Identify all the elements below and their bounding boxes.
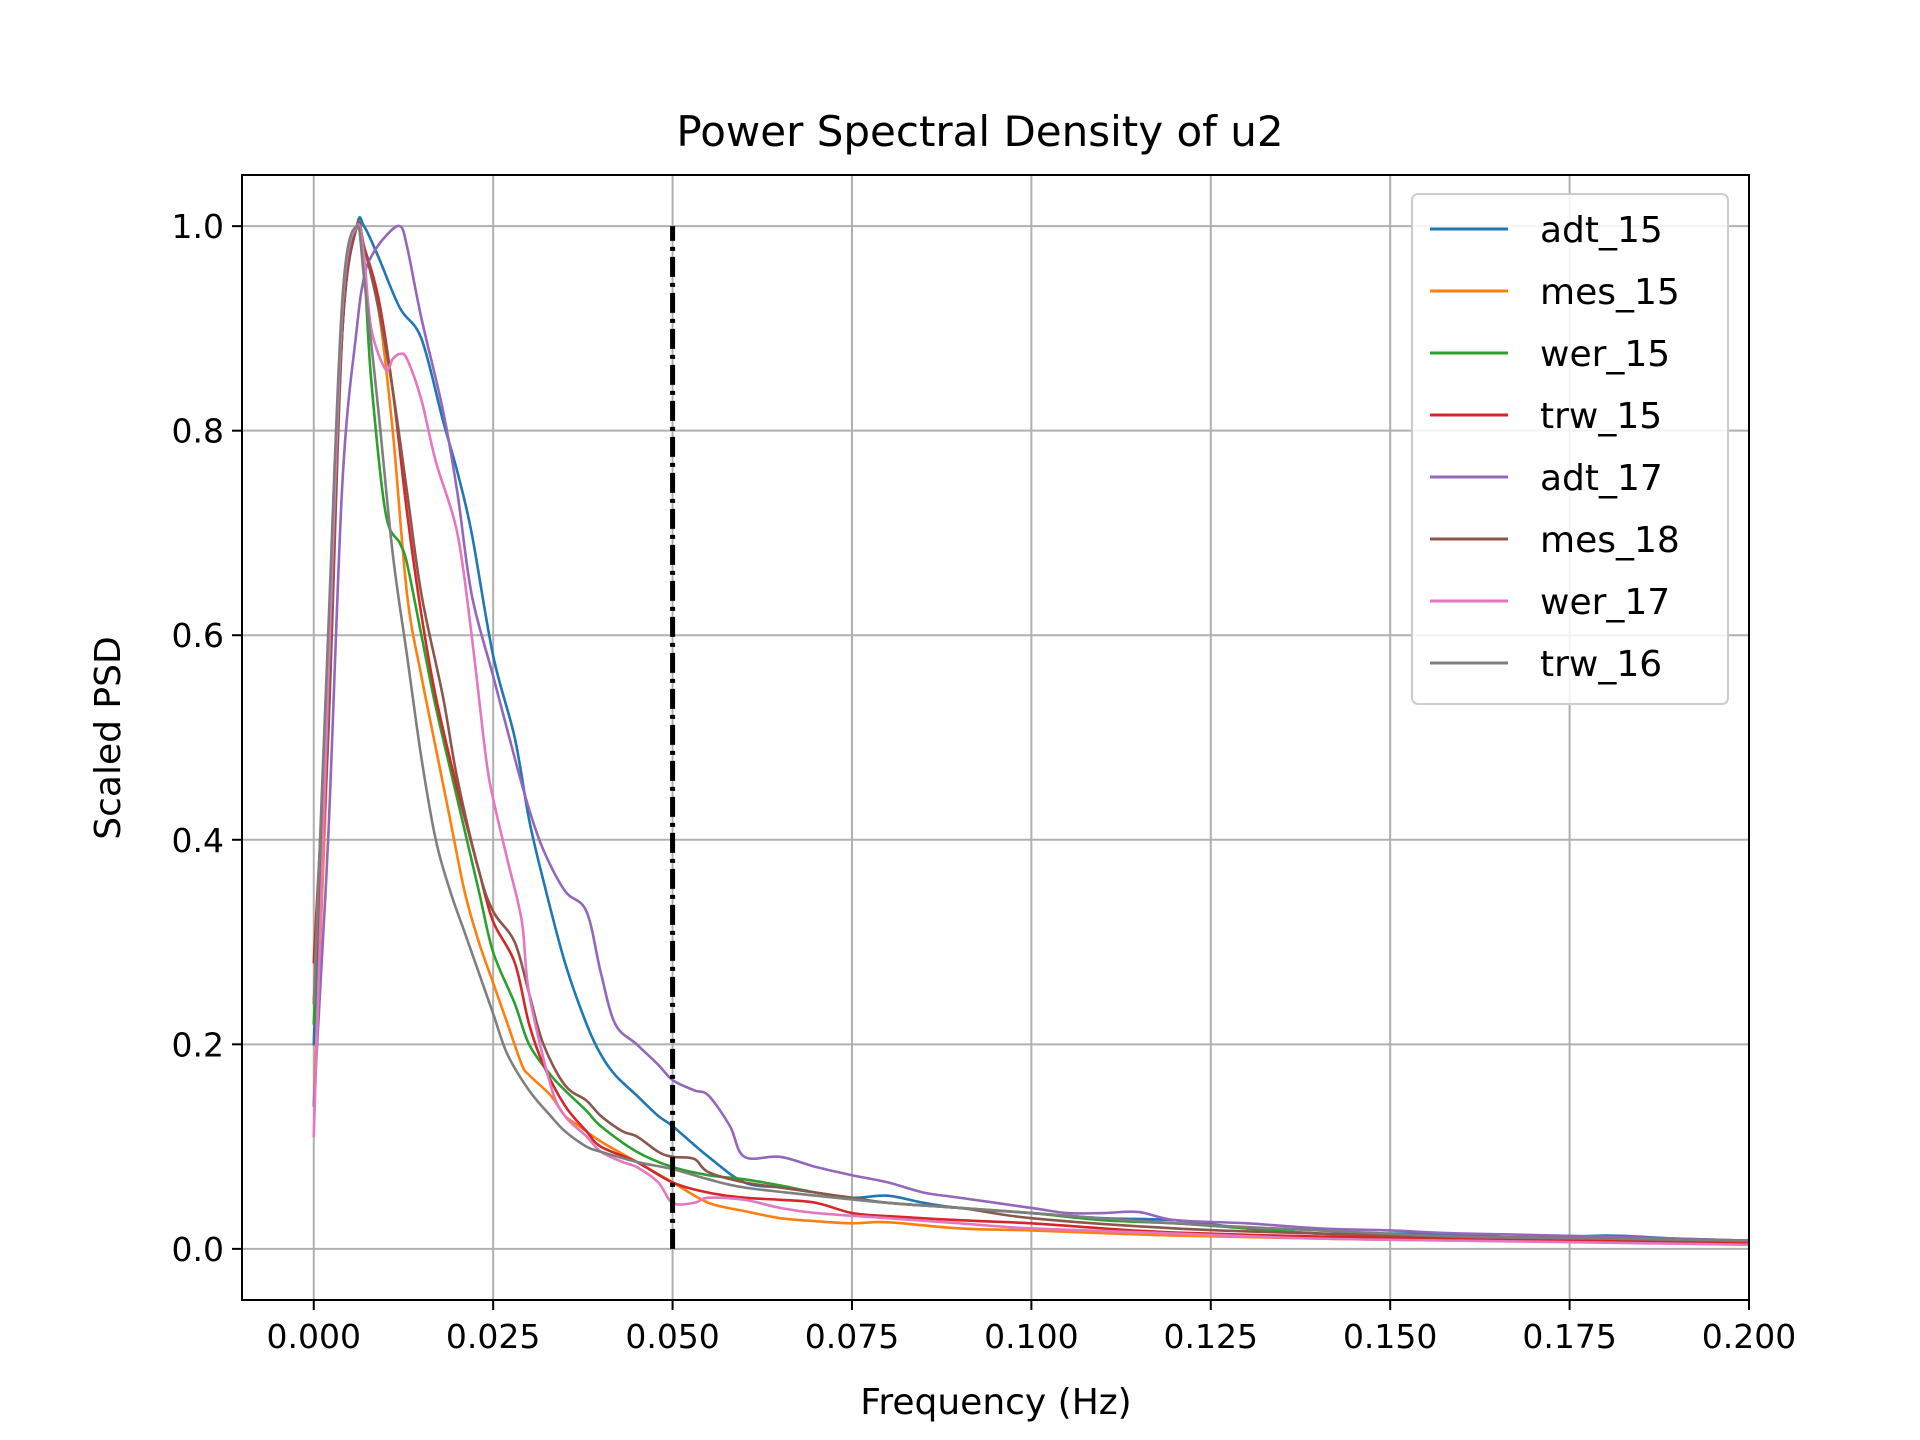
legend-label-wer_17: wer_17 (1540, 582, 1670, 623)
legend-label-adt_17: adt_17 (1540, 458, 1663, 499)
series-line-trw_16 (312, 224, 1749, 1242)
y-tick-label: 1.0 (172, 207, 224, 246)
y-tick-label: 0.0 (172, 1230, 224, 1269)
legend-label-adt_15: adt_15 (1540, 210, 1663, 251)
series-line-mes_18 (312, 220, 1749, 1242)
x-axis-label: Frequency (Hz) (860, 1382, 1131, 1423)
x-tick-label: 0.150 (1343, 1317, 1437, 1356)
x-axis: 0.000 0.025 0.050 0.075 0.100 0.125 0.150 0.175… (267, 1300, 1796, 1356)
y-tick-label: 0.4 (172, 821, 224, 860)
legend-label-mes_18: mes_18 (1540, 520, 1680, 561)
series-line-adt_17 (312, 224, 1749, 1242)
plot-frame (241, 174, 1750, 1301)
y-tick-label: 0.6 (172, 616, 224, 655)
x-tick-label: 0.175 (1522, 1317, 1616, 1356)
series-layer (312, 215, 1749, 1247)
x-tick-label: 0.125 (1164, 1317, 1258, 1356)
x-tick-label: 0.000 (267, 1317, 361, 1356)
y-axis-label: Scaled PSD (88, 636, 129, 839)
x-tick-label: 0.075 (805, 1317, 899, 1356)
legend-label-mes_15: mes_15 (1540, 272, 1680, 313)
x-tick-label: 0.200 (1702, 1317, 1796, 1356)
chart-title: Power Spectral Density of u2 (676, 107, 1283, 156)
legend-label-trw_16: trw_16 (1540, 644, 1662, 685)
x-tick-label: 0.050 (625, 1317, 719, 1356)
y-axis: 0.0 0.2 0.4 0.6 0.8 1.0 (172, 207, 242, 1269)
legend-label-trw_15: trw_15 (1540, 396, 1662, 437)
legend-label-wer_15: wer_15 (1540, 334, 1670, 375)
plot-area (312, 215, 1749, 1247)
x-tick-label: 0.025 (446, 1317, 540, 1356)
y-tick-label: 0.8 (172, 412, 224, 451)
legend: adt_15 mes_15 wer_15 trw_15 adt_17 mes_18 wer_… (1411, 193, 1729, 705)
x-tick-label: 0.100 (984, 1317, 1078, 1356)
y-tick-label: 0.2 (172, 1025, 224, 1064)
legend-box (1411, 193, 1729, 705)
